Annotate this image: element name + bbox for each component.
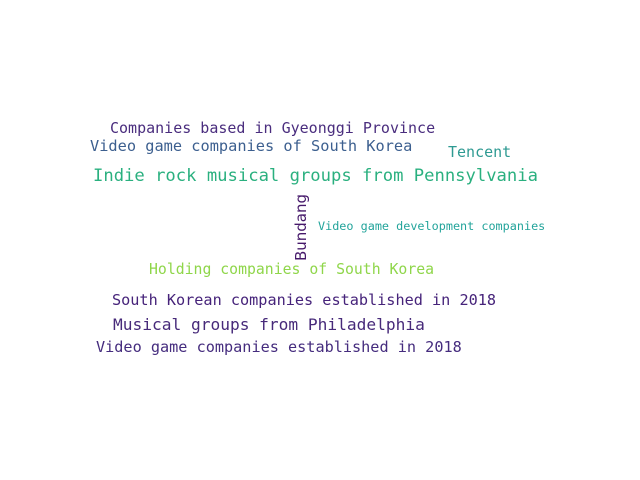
word-video-game-development: Video game development companies	[318, 219, 546, 233]
word-gyeonggi: Companies based in Gyeonggi Province	[110, 119, 436, 137]
word-video-game-2018: Video game companies established in 2018	[96, 338, 462, 356]
word-holding-companies: Holding companies of South Korea	[149, 261, 435, 278]
word-bundang: Bundang	[292, 194, 310, 262]
word-musical-groups-philadelphia: Musical groups from Philadelphia	[113, 315, 425, 334]
word-video-game-companies-korea: Video game companies of South Korea	[90, 137, 413, 155]
word-tencent: Tencent	[448, 143, 512, 161]
word-indie-rock: Indie rock musical groups from Pennsylva…	[93, 166, 538, 186]
word-south-korean-2018: South Korean companies established in 20…	[112, 291, 497, 309]
